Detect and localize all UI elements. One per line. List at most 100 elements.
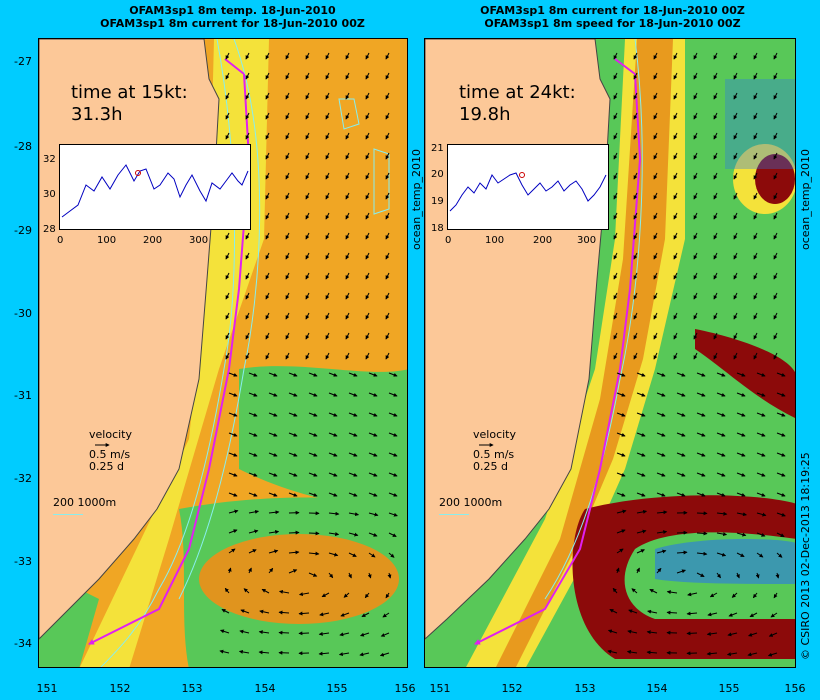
current-vector bbox=[379, 652, 390, 657]
current-vector bbox=[733, 52, 738, 60]
current-vector bbox=[345, 192, 350, 200]
current-vector bbox=[636, 452, 646, 457]
current-vector bbox=[656, 432, 666, 437]
current-vector bbox=[707, 612, 718, 617]
current-vector bbox=[687, 592, 698, 597]
current-vector bbox=[285, 352, 290, 360]
current-vector bbox=[388, 412, 398, 417]
current-vector bbox=[613, 132, 618, 140]
current-vector bbox=[385, 132, 390, 140]
current-vector bbox=[368, 452, 378, 457]
current-vector bbox=[245, 332, 250, 340]
current-vector bbox=[305, 72, 310, 80]
current-vector bbox=[767, 652, 778, 657]
current-vector bbox=[328, 492, 338, 497]
current-vector bbox=[748, 632, 758, 637]
current-vector bbox=[288, 492, 298, 497]
contour-legend-line bbox=[53, 514, 83, 515]
right-title-line2: OFAM3sp1 8m speed for 18-Jun-2010 00Z bbox=[484, 17, 741, 30]
current-vector bbox=[776, 472, 786, 477]
current-vector bbox=[753, 72, 758, 80]
current-vector bbox=[673, 352, 678, 360]
current-vector bbox=[385, 112, 390, 120]
current-vector bbox=[713, 212, 718, 220]
current-vector bbox=[716, 372, 726, 377]
current-vector bbox=[773, 212, 778, 220]
current-vector bbox=[713, 232, 718, 240]
current-vector bbox=[613, 92, 618, 100]
current-vector bbox=[673, 252, 678, 260]
current-vector bbox=[633, 72, 638, 80]
current-vector bbox=[693, 332, 698, 340]
current-vector bbox=[696, 492, 706, 497]
current-vector bbox=[613, 212, 618, 220]
current-vector bbox=[325, 52, 330, 60]
current-vector bbox=[693, 92, 698, 100]
current-vector bbox=[388, 452, 398, 457]
contour-legend-line bbox=[439, 514, 469, 515]
current-vector bbox=[733, 212, 738, 220]
current-vector bbox=[713, 252, 718, 260]
y-tick: -32 bbox=[14, 472, 32, 485]
current-vector bbox=[382, 612, 390, 618]
current-vector bbox=[653, 252, 658, 260]
current-vector bbox=[653, 132, 658, 140]
current-vector bbox=[753, 292, 758, 300]
current-vector bbox=[345, 272, 350, 280]
green-eddy-north bbox=[239, 366, 407, 509]
x-tick: 152 bbox=[109, 682, 131, 695]
current-vector bbox=[345, 152, 350, 160]
current-vector bbox=[365, 252, 370, 260]
current-vector bbox=[653, 52, 658, 60]
current-vector bbox=[716, 511, 728, 516]
right-title: OFAM3sp1 8m current for 18-Jun-2010 00Z … bbox=[425, 4, 800, 30]
current-vector bbox=[228, 392, 238, 397]
current-vector bbox=[733, 352, 738, 360]
current-vector bbox=[285, 272, 290, 280]
current-vector bbox=[265, 192, 270, 200]
inset-y-tick: 20 bbox=[431, 169, 444, 180]
left-colorbar-label: ocean_temp_2010 bbox=[410, 148, 423, 250]
current-vector bbox=[616, 392, 626, 397]
velocity-scale-arrow bbox=[479, 443, 494, 447]
current-vector bbox=[228, 412, 238, 417]
current-vector bbox=[653, 172, 658, 180]
current-vector bbox=[338, 652, 350, 657]
current-vector bbox=[285, 152, 290, 160]
current-vector bbox=[656, 392, 666, 397]
current-vector bbox=[325, 232, 330, 240]
current-vector bbox=[612, 587, 618, 594]
x-tick: 156 bbox=[394, 682, 416, 695]
current-vector bbox=[676, 472, 686, 477]
current-vector bbox=[753, 92, 758, 100]
current-vector bbox=[733, 332, 738, 340]
current-vector bbox=[773, 192, 778, 200]
current-vector bbox=[756, 412, 766, 417]
current-vector bbox=[673, 272, 678, 280]
current-vector bbox=[365, 352, 370, 360]
current-vector bbox=[365, 232, 370, 240]
current-vector bbox=[245, 272, 250, 280]
current-vector bbox=[736, 412, 746, 417]
current-vector bbox=[752, 592, 758, 599]
current-vector bbox=[268, 432, 278, 437]
current-vector bbox=[773, 312, 778, 320]
current-vector bbox=[607, 629, 618, 634]
current-vector bbox=[773, 592, 778, 599]
current-vector bbox=[673, 332, 678, 340]
current-vector bbox=[676, 412, 686, 417]
y-tick: -33 bbox=[14, 555, 32, 568]
current-vector bbox=[736, 372, 746, 377]
current-vector bbox=[776, 492, 786, 497]
current-vector bbox=[776, 392, 786, 397]
current-vector bbox=[673, 152, 678, 160]
current-vector bbox=[773, 112, 778, 120]
current-vector bbox=[636, 492, 646, 497]
current-vector bbox=[753, 212, 758, 220]
current-vector bbox=[265, 272, 270, 280]
current-vector bbox=[676, 492, 686, 497]
current-vector bbox=[676, 372, 686, 377]
current-vector bbox=[733, 192, 738, 200]
current-vector bbox=[776, 372, 786, 377]
x-tick: 155 bbox=[326, 682, 348, 695]
